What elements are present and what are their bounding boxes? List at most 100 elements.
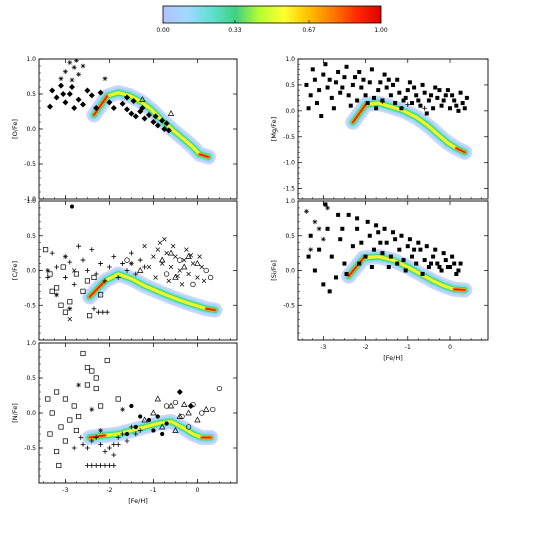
data-point-square xyxy=(367,233,372,238)
data-point-square xyxy=(359,240,364,245)
data-point-diamond xyxy=(93,105,100,111)
data-point-square xyxy=(369,67,374,72)
data-point-plus xyxy=(93,435,99,440)
data-point-plus xyxy=(67,259,73,265)
data-point-plus xyxy=(133,431,139,437)
data-point-asterisk xyxy=(69,77,75,83)
data-point-plus xyxy=(104,309,110,315)
data-point-square xyxy=(429,261,433,266)
plot-area xyxy=(298,201,488,340)
data-point-diamond xyxy=(130,98,137,104)
data-point-square xyxy=(323,202,328,207)
data-point-square xyxy=(397,247,402,252)
data-point-dot xyxy=(164,421,169,426)
plot-area xyxy=(39,201,237,340)
data-point-square xyxy=(410,254,414,259)
data-point-circle xyxy=(124,257,130,263)
panel-n-fe: 1.0 0.5 0.0 -0.5 -3 -2 -1 0 [N/Fe] [Fe/H] xyxy=(11,340,238,505)
colorbar: 0.00 0.33 0.67 1.00 xyxy=(156,5,388,34)
y-tick-label: -1.0 xyxy=(24,196,36,203)
observed-points xyxy=(43,204,214,322)
y-tick-label: 0.5 xyxy=(26,233,36,240)
data-point-plus xyxy=(111,254,117,259)
y-tick-label: 0.5 xyxy=(285,233,295,240)
panel-si-fe: 1.0 0.5 0.0 -0.5 -3 -2 -1 0 [Si/Fe] [Fe/H] xyxy=(270,198,489,362)
data-point-plus xyxy=(405,102,411,108)
data-point-diamond xyxy=(161,126,168,132)
x-tick-label: 0 xyxy=(448,344,452,351)
data-point-dot xyxy=(129,403,134,409)
data-point-triangle xyxy=(139,96,146,102)
density-peak xyxy=(88,434,106,439)
density-peak xyxy=(198,153,210,158)
data-point-square xyxy=(416,240,421,245)
data-point-square xyxy=(376,88,381,93)
data-point-cross xyxy=(166,278,172,284)
panel-c-fe: 1.0 0.5 0.0 -0.5 [C/Fe] xyxy=(11,198,238,341)
data-point-diamond xyxy=(128,110,135,117)
data-point-plus xyxy=(71,282,77,287)
y-tick-label: 0.0 xyxy=(285,268,295,275)
y-tick-label: 0.0 xyxy=(285,108,295,115)
data-point-square xyxy=(334,80,338,85)
y-tick-label: -0.5 xyxy=(283,134,295,141)
data-point-plus xyxy=(107,463,112,468)
data-point-plus xyxy=(380,99,385,104)
data-point-square xyxy=(342,75,347,80)
data-point-plus xyxy=(89,247,95,253)
data-point-square xyxy=(456,108,461,113)
data-point-square xyxy=(367,80,372,85)
y-axis-label: [O/Fe] xyxy=(11,119,19,139)
data-point-plus xyxy=(107,264,112,270)
data-point-square xyxy=(397,90,402,95)
data-point-square xyxy=(418,103,423,108)
data-point-square xyxy=(401,258,406,263)
data-point-diamond xyxy=(88,92,95,99)
data-point-square xyxy=(329,95,334,100)
data-point-square xyxy=(363,254,368,259)
data-point-square xyxy=(450,93,455,98)
data-point-asterisk xyxy=(58,76,64,81)
data-point-square xyxy=(458,261,463,266)
data-point-cross xyxy=(186,271,191,277)
data-point-square xyxy=(359,85,364,90)
y-axis-label: [Si/Fe] xyxy=(270,260,278,281)
data-point-square xyxy=(458,90,463,95)
x-tick-label: -3 xyxy=(320,344,326,351)
data-point-plus xyxy=(107,445,112,451)
data-point-diamond xyxy=(165,127,172,134)
data-point-square xyxy=(435,261,440,266)
data-point-plus xyxy=(111,463,117,468)
data-point-diamond xyxy=(84,87,91,94)
data-point-asterisk xyxy=(89,407,95,412)
y-tick-label: -1.0 xyxy=(283,160,295,167)
data-point-asterisk xyxy=(325,205,330,211)
data-point-square xyxy=(399,233,404,238)
density-contour xyxy=(88,420,212,439)
data-point-circle xyxy=(199,410,205,416)
colorbar-tick-label: 0.00 xyxy=(156,27,170,34)
x-tick-label: -2 xyxy=(363,344,369,351)
data-point-plus xyxy=(91,306,97,312)
data-point-square xyxy=(382,226,387,231)
data-point-square xyxy=(54,448,60,455)
data-point-diamond xyxy=(62,99,69,106)
data-point-square xyxy=(49,410,55,416)
data-point-diamond xyxy=(69,84,75,90)
data-point-asterisk xyxy=(316,226,322,232)
data-point-circle xyxy=(216,385,223,392)
panel-o-fe: 1.0 0.5 0.0 -0.5 -1.0 [O/Fe] xyxy=(11,56,238,203)
data-point-plus xyxy=(120,261,125,266)
data-point-square xyxy=(43,247,49,253)
data-point-plus xyxy=(93,463,99,468)
density-peak xyxy=(88,280,106,298)
data-point-plus xyxy=(422,105,428,111)
data-point-square xyxy=(363,93,368,98)
data-point-square xyxy=(437,265,442,270)
data-point-diamond xyxy=(75,96,82,103)
data-point-triangle xyxy=(194,416,201,423)
data-point-asterisk xyxy=(308,247,314,253)
data-point-triangle xyxy=(159,423,166,430)
data-point-square xyxy=(306,106,311,111)
data-point-plus xyxy=(133,271,139,277)
